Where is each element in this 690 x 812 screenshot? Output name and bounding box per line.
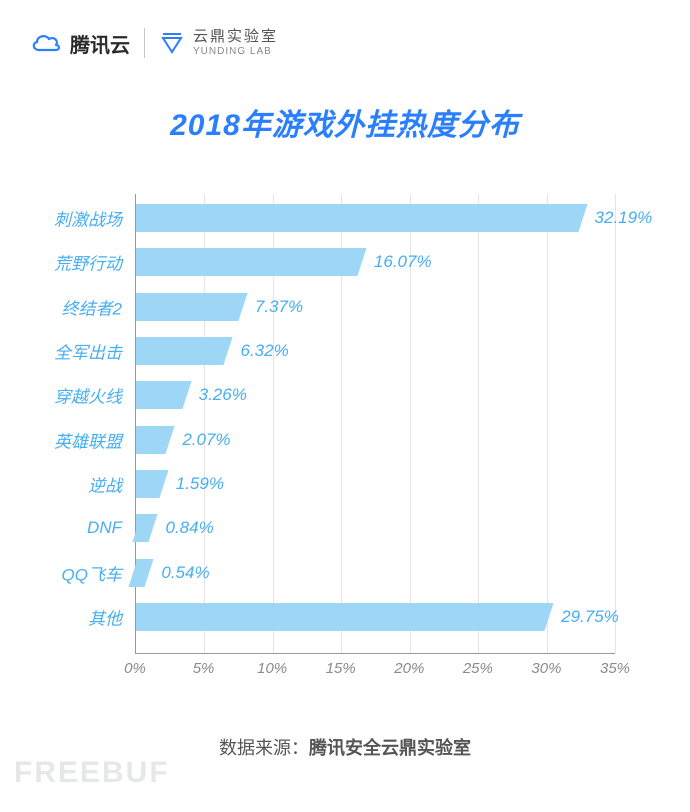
value-label: 6.32%	[240, 341, 288, 361]
tencent-cloud-text: 腾讯云	[70, 29, 130, 58]
bar-row: 刺激战场32.19%	[136, 204, 615, 232]
x-tick-label: 15%	[326, 660, 356, 677]
bar: 2.07%	[136, 426, 164, 454]
tencent-cloud-logo: 腾讯云	[30, 29, 130, 58]
bar: 16.07%	[136, 248, 356, 276]
x-tick-label: 35%	[600, 660, 630, 677]
category-label: 刺激战场	[54, 206, 122, 231]
category-label: 荒野行动	[54, 250, 122, 275]
chart-title: 2018年游戏外挂热度分布	[30, 100, 660, 144]
cloud-icon	[30, 31, 64, 55]
category-label: 逆战	[88, 471, 122, 496]
bars-container: 刺激战场32.19% 荒野行动16.07% 终结者27.37% 全军出击6.32% 穿越…	[136, 194, 615, 653]
source-label: 数据来源：	[219, 738, 309, 758]
bar: 1.59%	[136, 470, 158, 498]
bar-chart: 刺激战场32.19%荒野行动16.07%终结者27.37%全军出击6.32%穿越…	[30, 194, 660, 684]
yunding-icon	[159, 30, 185, 56]
value-label: 32.19%	[595, 208, 653, 228]
bar: 6.32%	[136, 337, 222, 365]
bar: 29.75%	[136, 603, 543, 631]
x-tick-label: 10%	[257, 660, 287, 677]
x-tick-label: 20%	[394, 660, 424, 677]
gridline	[615, 194, 616, 653]
yunding-cn: 云鼎实验室	[193, 29, 278, 46]
yunding-en: YUNDING LAB	[193, 46, 278, 57]
category-label: DNF	[87, 518, 122, 538]
bar: 0.54%	[136, 559, 143, 587]
source-value: 腾讯安全云鼎实验室	[309, 738, 471, 758]
plot-area: 刺激战场32.19% 荒野行动16.07% 终结者27.37% 全军出击6.32% 穿越…	[135, 194, 615, 654]
bar-row: 穿越火线3.26%	[136, 381, 615, 409]
value-label: 0.54%	[161, 563, 209, 583]
bar-row: DNF0.84%	[136, 514, 615, 542]
category-label: 其他	[88, 604, 122, 629]
bar-row: 荒野行动16.07%	[136, 248, 615, 276]
value-label: 1.59%	[176, 474, 224, 494]
value-label: 16.07%	[374, 252, 432, 272]
watermark: FREEBUF	[14, 756, 170, 790]
bar-row: 其他29.75%	[136, 603, 615, 631]
value-label: 0.84%	[165, 518, 213, 538]
bar-row: 终结者27.37%	[136, 293, 615, 321]
bar-row: 全军出击6.32%	[136, 337, 615, 365]
yunding-logo: 云鼎实验室 YUNDING LAB	[159, 29, 278, 57]
value-label: 2.07%	[182, 430, 230, 450]
category-label: 终结者2	[62, 294, 122, 319]
bar: 0.84%	[136, 514, 147, 542]
bar-row: QQ飞车0.54%	[136, 559, 615, 587]
bar: 3.26%	[136, 381, 181, 409]
bar-row: 英雄联盟2.07%	[136, 426, 615, 454]
x-tick-label: 25%	[463, 660, 493, 677]
category-label: 全军出击	[54, 338, 122, 363]
value-label: 29.75%	[561, 607, 619, 627]
category-label: QQ飞车	[62, 560, 122, 585]
header: 腾讯云 云鼎实验室 YUNDING LAB	[30, 28, 660, 58]
category-label: 穿越火线	[54, 383, 122, 408]
bar: 32.19%	[136, 204, 577, 232]
value-label: 7.37%	[255, 297, 303, 317]
value-label: 3.26%	[199, 385, 247, 405]
x-tick-label: 30%	[531, 660, 561, 677]
category-label: 英雄联盟	[54, 427, 122, 452]
bar: 7.37%	[136, 293, 237, 321]
header-divider	[144, 28, 145, 58]
x-tick-label: 5%	[193, 660, 215, 677]
x-axis-ticks: 0%5%10%15%20%25%30%35%	[135, 654, 615, 684]
x-tick-label: 0%	[124, 660, 146, 677]
bar-row: 逆战1.59%	[136, 470, 615, 498]
